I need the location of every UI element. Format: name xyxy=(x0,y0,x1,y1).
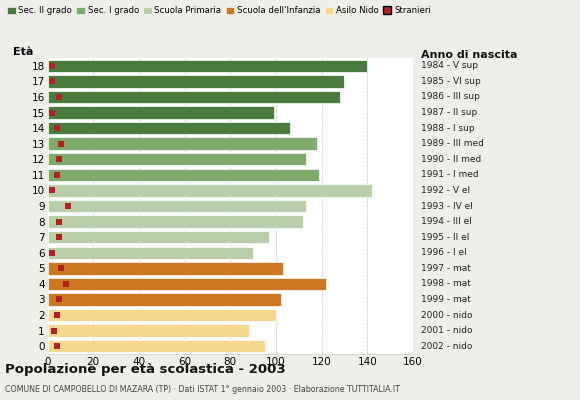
Bar xyxy=(48,278,326,290)
Text: 2000 - nido: 2000 - nido xyxy=(421,310,473,320)
Bar xyxy=(48,200,306,212)
Text: 1990 - II med: 1990 - II med xyxy=(421,155,481,164)
Text: 1996 - I el: 1996 - I el xyxy=(421,248,467,257)
Text: 1994 - III el: 1994 - III el xyxy=(421,217,472,226)
Bar xyxy=(48,138,317,150)
Text: 1991 - I med: 1991 - I med xyxy=(421,170,479,179)
Bar xyxy=(48,246,253,259)
Bar xyxy=(48,91,340,103)
Text: 1988 - I sup: 1988 - I sup xyxy=(421,124,475,133)
Text: 1998 - mat: 1998 - mat xyxy=(421,279,471,288)
Text: 1993 - IV el: 1993 - IV el xyxy=(421,202,473,210)
Legend: Sec. II grado, Sec. I grado, Scuola Primaria, Scuola dell'Infanzia, Asilo Nido, : Sec. II grado, Sec. I grado, Scuola Prim… xyxy=(7,6,431,15)
Text: 1987 - II sup: 1987 - II sup xyxy=(421,108,477,117)
Bar xyxy=(48,340,264,352)
Text: 2002 - nido: 2002 - nido xyxy=(421,342,473,351)
Text: 1984 - V sup: 1984 - V sup xyxy=(421,61,478,70)
Bar xyxy=(48,215,303,228)
Text: Età: Età xyxy=(13,47,33,57)
Bar xyxy=(48,309,276,321)
Text: 1997 - mat: 1997 - mat xyxy=(421,264,471,273)
Bar xyxy=(48,75,345,88)
Text: 1999 - mat: 1999 - mat xyxy=(421,295,471,304)
Bar xyxy=(48,60,367,72)
Bar xyxy=(48,153,306,166)
Text: 1995 - II el: 1995 - II el xyxy=(421,233,470,242)
Text: 2001 - nido: 2001 - nido xyxy=(421,326,473,335)
Text: Popolazione per età scolastica - 2003: Popolazione per età scolastica - 2003 xyxy=(5,363,285,376)
Bar xyxy=(48,122,289,134)
Bar xyxy=(48,262,283,274)
Bar xyxy=(48,231,269,243)
Bar xyxy=(48,169,320,181)
Text: 1989 - III med: 1989 - III med xyxy=(421,139,484,148)
Bar xyxy=(48,184,372,197)
Text: 1985 - VI sup: 1985 - VI sup xyxy=(421,77,481,86)
Text: COMUNE DI CAMPOBELLO DI MAZARA (TP) · Dati ISTAT 1° gennaio 2003 · Elaborazione : COMUNE DI CAMPOBELLO DI MAZARA (TP) · Da… xyxy=(5,385,400,394)
Bar xyxy=(48,106,274,119)
Text: 1986 - III sup: 1986 - III sup xyxy=(421,92,480,102)
Bar xyxy=(48,324,248,337)
Text: 1992 - V el: 1992 - V el xyxy=(421,186,470,195)
Bar xyxy=(48,293,281,306)
Text: Anno di nascita: Anno di nascita xyxy=(421,50,518,60)
